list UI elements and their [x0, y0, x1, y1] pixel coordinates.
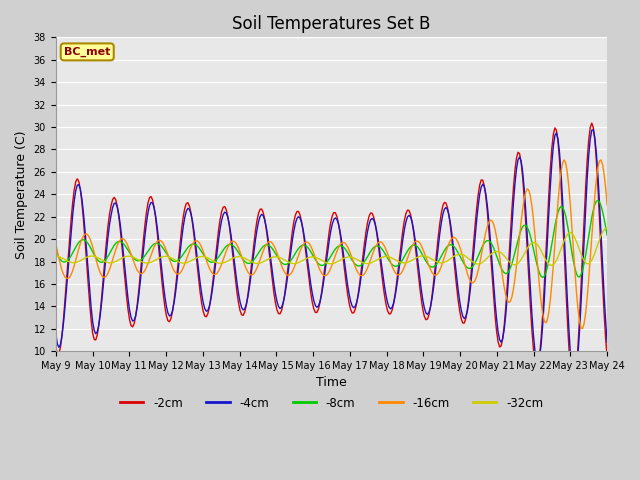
-4cm — [574, 352, 582, 358]
-16cm — [235, 245, 243, 251]
-4cm — [120, 250, 127, 256]
-16cm — [597, 157, 605, 163]
-2cm — [604, 354, 611, 360]
-2cm — [235, 300, 243, 306]
Legend: -2cm, -4cm, -8cm, -16cm, -32cm: -2cm, -4cm, -8cm, -16cm, -32cm — [115, 392, 548, 414]
-8cm — [244, 261, 252, 266]
Text: BC_met: BC_met — [64, 47, 111, 57]
-32cm — [604, 225, 611, 231]
-8cm — [235, 250, 243, 255]
-2cm — [588, 120, 596, 126]
Line: -8cm: -8cm — [56, 200, 607, 277]
-4cm — [571, 376, 579, 382]
-8cm — [293, 248, 301, 254]
-16cm — [604, 202, 611, 208]
Y-axis label: Soil Temperature (C): Soil Temperature (C) — [15, 130, 28, 259]
-32cm — [574, 243, 582, 249]
-4cm — [235, 291, 243, 297]
-8cm — [574, 274, 582, 279]
-32cm — [216, 260, 224, 266]
-8cm — [52, 248, 60, 254]
-16cm — [120, 236, 127, 242]
X-axis label: Time: Time — [316, 376, 347, 389]
-4cm — [293, 216, 301, 221]
-2cm — [120, 259, 127, 265]
-32cm — [235, 254, 243, 260]
-2cm — [244, 293, 252, 299]
Title: Soil Temperatures Set B: Soil Temperatures Set B — [232, 15, 431, 33]
-32cm — [52, 253, 60, 259]
-2cm — [574, 344, 582, 349]
Line: -4cm: -4cm — [56, 130, 607, 379]
-8cm — [604, 232, 611, 238]
-16cm — [579, 326, 586, 332]
-2cm — [293, 209, 301, 215]
-4cm — [244, 295, 252, 300]
Line: -16cm: -16cm — [56, 160, 607, 329]
-32cm — [120, 254, 127, 260]
-4cm — [604, 339, 611, 345]
-2cm — [216, 216, 224, 222]
-32cm — [548, 263, 556, 268]
-16cm — [52, 241, 60, 247]
-4cm — [589, 127, 597, 132]
-8cm — [594, 197, 602, 203]
-32cm — [293, 260, 301, 266]
Line: -2cm: -2cm — [56, 123, 607, 385]
-16cm — [216, 265, 224, 271]
-8cm — [120, 241, 127, 247]
-2cm — [570, 383, 577, 388]
-16cm — [244, 269, 252, 275]
-2cm — [52, 344, 60, 349]
-4cm — [216, 226, 224, 232]
-4cm — [52, 331, 60, 336]
Line: -32cm: -32cm — [56, 228, 607, 265]
-32cm — [244, 257, 252, 263]
-8cm — [539, 275, 547, 280]
-8cm — [216, 252, 224, 258]
-16cm — [573, 289, 580, 295]
-16cm — [293, 257, 301, 263]
